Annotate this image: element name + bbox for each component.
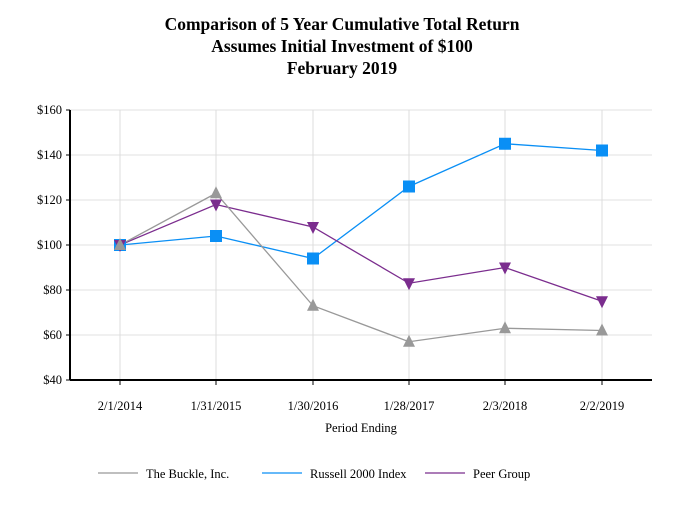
data-point-series-2: [596, 296, 608, 309]
legend-item: Peer Group: [425, 467, 530, 481]
data-point-series-2: [499, 262, 511, 275]
data-point-series-0: [403, 334, 415, 347]
chart-title-line-3: February 2019: [286, 58, 398, 78]
x-tick-label: 1/31/2015: [191, 399, 242, 413]
legend-item: The Buckle, Inc.: [98, 467, 229, 481]
x-tick-label: 1/30/2016: [288, 399, 339, 413]
y-tick-label: $120: [37, 193, 62, 207]
legend-label: Russell 2000 Index: [310, 467, 407, 481]
data-point-series-1: [210, 230, 222, 242]
series-line-1: [119, 143, 603, 260]
x-tick-label: 2/1/2014: [98, 399, 143, 413]
data-point-series-0: [114, 238, 126, 250]
data-point-series-0: [307, 298, 319, 311]
legend-label: The Buckle, Inc.: [146, 467, 229, 481]
x-axis-label: Period Ending: [325, 421, 398, 435]
y-tick-label: $60: [43, 328, 62, 342]
y-tick-label: $40: [43, 373, 62, 387]
data-point-series-2: [210, 199, 222, 212]
y-tick-label: $80: [43, 283, 62, 297]
data-point-series-1: [499, 137, 511, 150]
x-tick-label: 1/28/2017: [384, 399, 435, 413]
data-point-series-2: [403, 278, 415, 291]
legend-label: Peer Group: [473, 467, 530, 481]
data-point-series-1: [596, 144, 608, 157]
data-point-series-0: [596, 323, 608, 336]
chart-title-line-2: Assumes Initial Investment of $100: [211, 36, 473, 56]
x-tick-label: 2/2/2019: [580, 399, 624, 413]
x-tick-label: 2/3/2018: [483, 399, 527, 413]
data-point-series-0: [210, 186, 222, 199]
chart-title-line-1: Comparison of 5 Year Cumulative Total Re…: [164, 14, 520, 34]
y-tick-label: $140: [37, 148, 62, 162]
data-point-series-1: [403, 180, 415, 193]
legend-item: Russell 2000 Index: [262, 467, 407, 481]
data-point-series-2: [307, 222, 319, 234]
data-point-series-0: [499, 321, 511, 334]
series-line-2: [119, 203, 603, 302]
y-tick-label: $100: [37, 238, 62, 252]
y-tick-label: $160: [37, 103, 62, 117]
series-line-0: [119, 192, 603, 343]
data-point-series-1: [307, 252, 319, 265]
